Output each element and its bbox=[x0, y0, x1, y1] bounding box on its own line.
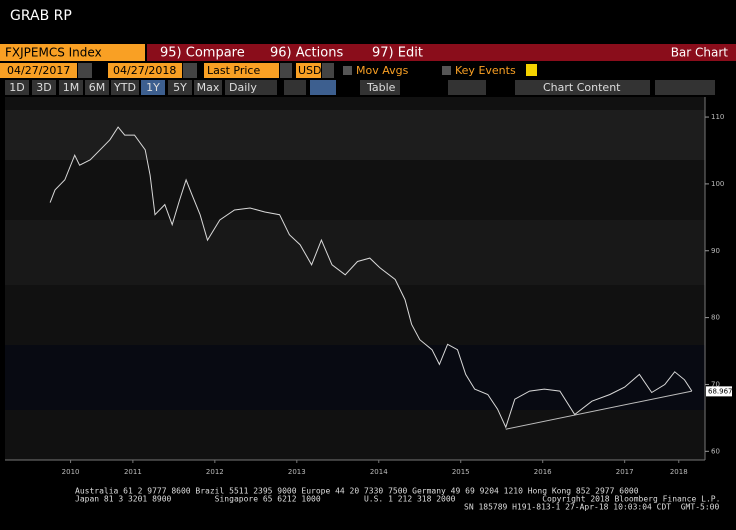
chart-content[interactable]: Chart Content bbox=[543, 81, 621, 94]
menu-bar bbox=[147, 44, 736, 61]
y-tick-label: 60 bbox=[711, 447, 720, 455]
x-tick-label: 2014 bbox=[370, 468, 388, 476]
period[interactable]: YTD bbox=[113, 81, 136, 94]
y-tick-label: 80 bbox=[711, 314, 720, 322]
currency[interactable]: USD bbox=[298, 64, 322, 77]
chart-icon-button[interactable] bbox=[310, 80, 336, 95]
frequency-button[interactable] bbox=[225, 80, 277, 95]
period[interactable]: 3D bbox=[36, 81, 51, 94]
settings-button[interactable] bbox=[655, 80, 715, 95]
period-buttons: 1D 3D 1M 6M YTD 1Y 5Y Max bbox=[5, 80, 222, 95]
period-button[interactable] bbox=[59, 80, 83, 95]
checkbox[interactable] bbox=[442, 66, 451, 75]
compare-menu[interactable]: 95) Compare bbox=[160, 46, 245, 61]
info-icon[interactable] bbox=[526, 64, 537, 76]
end-date[interactable]: 04/27/2018 bbox=[113, 64, 176, 77]
x-tick-label: 2017 bbox=[616, 468, 634, 476]
y-tick-label: 90 bbox=[711, 247, 720, 255]
calendar-button[interactable] bbox=[183, 63, 197, 78]
footer-line: SN 185789 H191-813-1 27-Apr-18 10:03:04 … bbox=[464, 503, 719, 512]
x-tick-label: 2012 bbox=[206, 468, 224, 476]
y-tick-label: 100 bbox=[711, 180, 724, 188]
period-button[interactable] bbox=[85, 80, 109, 95]
chart-content-button[interactable] bbox=[515, 80, 650, 95]
actions-menu[interactable]: 96) Actions bbox=[270, 46, 343, 61]
y-tick-label: 70 bbox=[711, 380, 720, 388]
currency-box[interactable] bbox=[296, 63, 321, 78]
period[interactable]: 1D bbox=[9, 81, 24, 94]
chart: 60 70 80 90 100 110 2010 2011 2012 2013 2014 2015 20… bbox=[49, 113, 733, 476]
period[interactable]: 6M bbox=[89, 81, 106, 94]
period-button[interactable] bbox=[32, 80, 56, 95]
view-name: Bar Chart bbox=[671, 46, 729, 60]
period[interactable]: 1M bbox=[63, 81, 80, 94]
last-value-box bbox=[706, 386, 732, 397]
dropdown-button[interactable] bbox=[322, 63, 334, 78]
start-date[interactable]: 04/27/2017 bbox=[7, 64, 70, 77]
chart-icon-button[interactable] bbox=[284, 80, 306, 95]
table-button[interactable] bbox=[360, 80, 400, 95]
x-tick-label: 2015 bbox=[452, 468, 470, 476]
band bbox=[5, 110, 705, 160]
date-field[interactable] bbox=[0, 63, 77, 78]
period-button[interactable] bbox=[194, 80, 222, 95]
band bbox=[5, 220, 705, 285]
mov-avgs[interactable]: Mov Avgs bbox=[356, 64, 409, 77]
table[interactable]: Table bbox=[366, 81, 396, 94]
period-button[interactable] bbox=[168, 80, 192, 95]
period[interactable]: Max bbox=[197, 81, 220, 94]
period[interactable]: 1Y bbox=[146, 81, 160, 94]
x-tick-label: 2013 bbox=[288, 468, 306, 476]
dropdown-button[interactable] bbox=[280, 63, 292, 78]
calendar-button[interactable] bbox=[78, 63, 92, 78]
window-title: GRAB RP bbox=[10, 8, 72, 24]
period[interactable]: 5Y bbox=[173, 81, 187, 94]
last-value-label: 68.967 bbox=[708, 387, 733, 395]
security[interactable]: FXJPEMCS Index bbox=[5, 46, 102, 60]
field-box[interactable] bbox=[204, 63, 279, 78]
back-button[interactable] bbox=[448, 80, 486, 95]
price-line bbox=[49, 126, 693, 429]
y-tick-label: 110 bbox=[711, 113, 724, 121]
x-tick-label: 2010 bbox=[62, 468, 80, 476]
x-tick-label: 2016 bbox=[534, 468, 552, 476]
date-field[interactable] bbox=[108, 63, 182, 78]
footer-line: Japan 81 3 3201 8900 Singapore 65 6212 1… bbox=[75, 495, 720, 504]
band bbox=[5, 345, 705, 410]
frequency[interactable]: Daily bbox=[229, 81, 257, 94]
footer-line: Australia 61 2 9777 8600 Brazil 5511 239… bbox=[75, 487, 639, 496]
edit-menu[interactable]: 97) Edit bbox=[372, 46, 423, 61]
period-button[interactable] bbox=[111, 80, 139, 95]
field[interactable]: Last Price bbox=[207, 64, 260, 77]
key-events[interactable]: Key Events bbox=[455, 64, 516, 77]
checkbox[interactable] bbox=[343, 66, 352, 75]
period-button[interactable] bbox=[141, 80, 165, 95]
period-button[interactable] bbox=[5, 80, 29, 95]
security-box[interactable] bbox=[0, 44, 145, 61]
x-tick-label: 2018 bbox=[670, 468, 688, 476]
trend-line bbox=[505, 390, 693, 430]
x-tick-label: 2011 bbox=[124, 468, 142, 476]
